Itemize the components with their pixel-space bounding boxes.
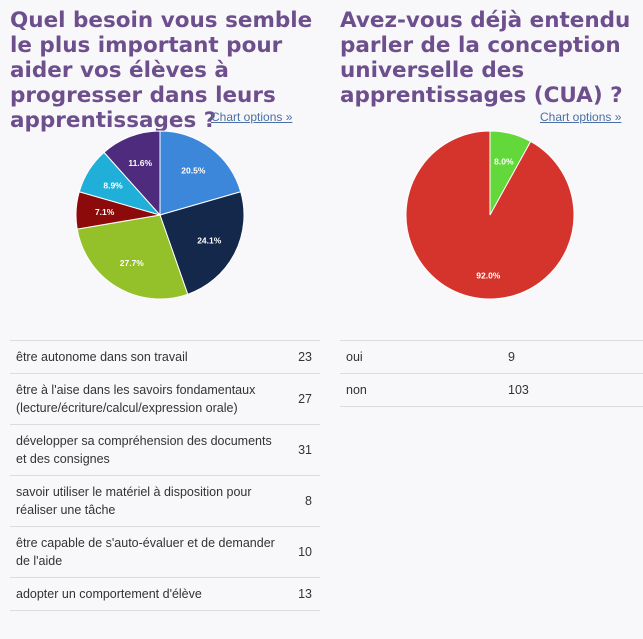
chart-title: Quel besoin vous semble le plus importan… xyxy=(10,8,313,133)
row-label: oui xyxy=(340,340,502,374)
pie-slice[interactable] xyxy=(405,130,575,300)
row-label: être autonome dans son travail xyxy=(10,340,284,374)
row-label: développer sa compréhension des document… xyxy=(10,424,284,476)
pie-slice-label: 7.1% xyxy=(95,207,115,217)
table-row: adopter un comportement d'élève 13 xyxy=(10,577,320,611)
row-count: 31 xyxy=(284,424,320,476)
pie-slice[interactable] xyxy=(103,130,161,217)
table-row: être à l'aise dans les savoirs fondament… xyxy=(10,373,320,425)
row-count: 9 xyxy=(502,340,643,374)
pie-slice-label: 20.5% xyxy=(181,166,206,176)
row-label: être capable de s'auto-évaluer et de dem… xyxy=(10,526,284,578)
pie-slice-label: 92.0% xyxy=(476,270,501,280)
row-count: 8 xyxy=(284,475,320,527)
row-label: adopter un comportement d'élève xyxy=(10,577,284,611)
chart-title: Avez-vous déjà entendu parler de la conc… xyxy=(340,8,631,108)
pie-slice-label: 11.6% xyxy=(128,158,152,168)
table-row: développer sa compréhension des document… xyxy=(10,424,320,476)
chart-options-link[interactable]: Chart options » xyxy=(211,110,293,124)
pie-slice-label: 27.7% xyxy=(120,258,145,268)
row-label: non xyxy=(340,373,502,407)
data-table-needs: être autonome dans son travail 23 être à l… xyxy=(10,340,320,611)
row-label: être à l'aise dans les savoirs fondament… xyxy=(10,373,284,425)
pie-slice[interactable] xyxy=(159,130,242,216)
row-label: savoir utiliser le matériel à dispositio… xyxy=(10,475,284,527)
table-row: savoir utiliser le matériel à dispositio… xyxy=(10,475,320,527)
row-count: 27 xyxy=(284,373,320,425)
pie-slice-label: 8.9% xyxy=(103,181,123,191)
table-row: être capable de s'auto-évaluer et de dem… xyxy=(10,526,320,578)
data-table-cua: oui 9 non 103 xyxy=(340,340,643,407)
row-count: 23 xyxy=(284,340,320,374)
table-row: être autonome dans son travail 23 xyxy=(10,340,320,374)
table-row: non 103 xyxy=(340,373,643,407)
chart-options-link[interactable]: Chart options » xyxy=(540,110,622,124)
pie-slice[interactable] xyxy=(159,191,245,295)
pie-chart-cua: 8.0% 92.0% xyxy=(405,130,575,300)
row-count: 13 xyxy=(284,577,320,611)
row-count: 103 xyxy=(502,373,643,407)
pie-chart-needs: 20.5% 24.1% 27.7% 7.1% 8.9% 11.6% xyxy=(75,130,245,300)
pie-slice-label: 24.1% xyxy=(197,235,222,245)
pie-slice[interactable] xyxy=(76,214,189,300)
row-count: 10 xyxy=(284,526,320,578)
table-row: oui 9 xyxy=(340,340,643,374)
pie-slice-label: 8.0% xyxy=(494,156,514,166)
